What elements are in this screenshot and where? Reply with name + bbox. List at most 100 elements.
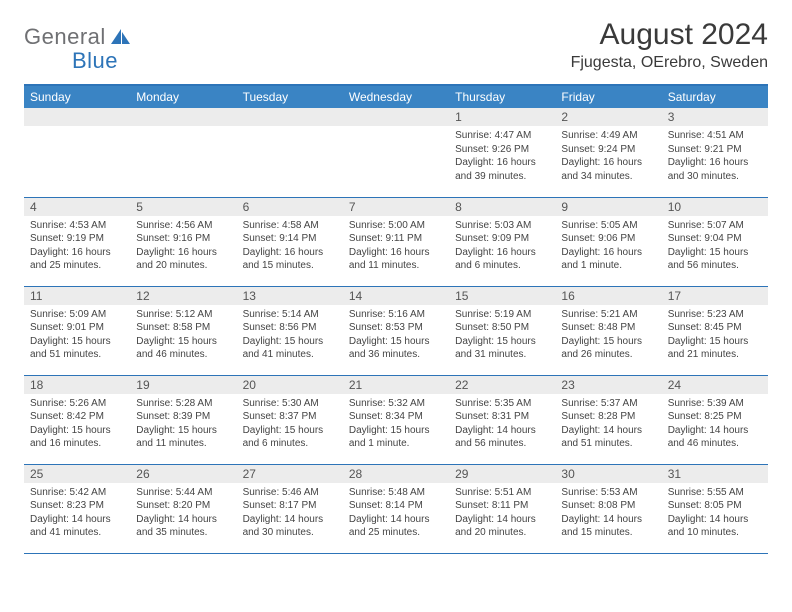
calendar-cell: 1Sunrise: 4:47 AMSunset: 9:26 PMDaylight… <box>449 108 555 197</box>
calendar-table: SundayMondayTuesdayWednesdayThursdayFrid… <box>24 84 768 554</box>
day-details: Sunrise: 5:03 AMSunset: 9:09 PMDaylight:… <box>449 216 555 279</box>
title-location: Fjugesta, OErebro, Sweden <box>571 54 768 72</box>
day-header: Thursday <box>449 85 555 108</box>
day-details: Sunrise: 5:16 AMSunset: 8:53 PMDaylight:… <box>343 305 449 368</box>
calendar-cell <box>237 108 343 197</box>
day-number: 27 <box>237 465 343 483</box>
day-number: 19 <box>130 376 236 394</box>
day-number: 31 <box>662 465 768 483</box>
calendar-cell: 28Sunrise: 5:48 AMSunset: 8:14 PMDayligh… <box>343 464 449 553</box>
day-number: 22 <box>449 376 555 394</box>
title-block: August 2024 Fjugesta, OErebro, Sweden <box>571 18 768 72</box>
calendar-cell: 24Sunrise: 5:39 AMSunset: 8:25 PMDayligh… <box>662 375 768 464</box>
calendar-week: 25Sunrise: 5:42 AMSunset: 8:23 PMDayligh… <box>24 464 768 553</box>
calendar-body: 1Sunrise: 4:47 AMSunset: 9:26 PMDaylight… <box>24 108 768 553</box>
day-details: Sunrise: 4:49 AMSunset: 9:24 PMDaylight:… <box>555 126 661 189</box>
day-details: Sunrise: 5:39 AMSunset: 8:25 PMDaylight:… <box>662 394 768 457</box>
day-details: Sunrise: 5:37 AMSunset: 8:28 PMDaylight:… <box>555 394 661 457</box>
day-details: Sunrise: 5:44 AMSunset: 8:20 PMDaylight:… <box>130 483 236 546</box>
day-number: 3 <box>662 108 768 126</box>
day-number: 5 <box>130 198 236 216</box>
calendar-cell: 13Sunrise: 5:14 AMSunset: 8:56 PMDayligh… <box>237 286 343 375</box>
day-number: 18 <box>24 376 130 394</box>
day-details: Sunrise: 5:09 AMSunset: 9:01 PMDaylight:… <box>24 305 130 368</box>
day-details: Sunrise: 5:32 AMSunset: 8:34 PMDaylight:… <box>343 394 449 457</box>
day-header: Friday <box>555 85 661 108</box>
calendar-cell: 9Sunrise: 5:05 AMSunset: 9:06 PMDaylight… <box>555 197 661 286</box>
day-number: 29 <box>449 465 555 483</box>
calendar-week: 18Sunrise: 5:26 AMSunset: 8:42 PMDayligh… <box>24 375 768 464</box>
day-number: 30 <box>555 465 661 483</box>
calendar-cell: 7Sunrise: 5:00 AMSunset: 9:11 PMDaylight… <box>343 197 449 286</box>
day-number: 20 <box>237 376 343 394</box>
day-number <box>343 108 449 126</box>
calendar-page: General Blue August 2024 Fjugesta, OEreb… <box>0 0 792 572</box>
calendar-week: 11Sunrise: 5:09 AMSunset: 9:01 PMDayligh… <box>24 286 768 375</box>
calendar-cell <box>343 108 449 197</box>
day-details: Sunrise: 5:21 AMSunset: 8:48 PMDaylight:… <box>555 305 661 368</box>
calendar-cell: 17Sunrise: 5:23 AMSunset: 8:45 PMDayligh… <box>662 286 768 375</box>
day-number: 10 <box>662 198 768 216</box>
calendar-cell: 30Sunrise: 5:53 AMSunset: 8:08 PMDayligh… <box>555 464 661 553</box>
calendar-cell: 10Sunrise: 5:07 AMSunset: 9:04 PMDayligh… <box>662 197 768 286</box>
calendar-cell: 3Sunrise: 4:51 AMSunset: 9:21 PMDaylight… <box>662 108 768 197</box>
calendar-cell: 2Sunrise: 4:49 AMSunset: 9:24 PMDaylight… <box>555 108 661 197</box>
calendar-cell: 27Sunrise: 5:46 AMSunset: 8:17 PMDayligh… <box>237 464 343 553</box>
calendar-cell: 5Sunrise: 4:56 AMSunset: 9:16 PMDaylight… <box>130 197 236 286</box>
day-details: Sunrise: 5:23 AMSunset: 8:45 PMDaylight:… <box>662 305 768 368</box>
day-details: Sunrise: 4:47 AMSunset: 9:26 PMDaylight:… <box>449 126 555 189</box>
title-month: August 2024 <box>571 18 768 52</box>
day-details: Sunrise: 5:46 AMSunset: 8:17 PMDaylight:… <box>237 483 343 546</box>
day-details: Sunrise: 5:35 AMSunset: 8:31 PMDaylight:… <box>449 394 555 457</box>
day-number: 7 <box>343 198 449 216</box>
day-details: Sunrise: 5:30 AMSunset: 8:37 PMDaylight:… <box>237 394 343 457</box>
day-details: Sunrise: 4:58 AMSunset: 9:14 PMDaylight:… <box>237 216 343 279</box>
logo-sail-icon <box>110 28 132 46</box>
day-number: 23 <box>555 376 661 394</box>
day-number: 25 <box>24 465 130 483</box>
day-details: Sunrise: 5:19 AMSunset: 8:50 PMDaylight:… <box>449 305 555 368</box>
day-details: Sunrise: 5:07 AMSunset: 9:04 PMDaylight:… <box>662 216 768 279</box>
day-number <box>24 108 130 126</box>
logo-text-blue: Blue <box>72 48 118 74</box>
day-details: Sunrise: 5:53 AMSunset: 8:08 PMDaylight:… <box>555 483 661 546</box>
header: General Blue August 2024 Fjugesta, OEreb… <box>24 18 768 74</box>
day-number: 4 <box>24 198 130 216</box>
day-number: 12 <box>130 287 236 305</box>
logo-text-general: General <box>24 24 106 50</box>
calendar-head: SundayMondayTuesdayWednesdayThursdayFrid… <box>24 85 768 108</box>
day-header: Wednesday <box>343 85 449 108</box>
calendar-cell: 14Sunrise: 5:16 AMSunset: 8:53 PMDayligh… <box>343 286 449 375</box>
day-number: 6 <box>237 198 343 216</box>
day-details: Sunrise: 5:26 AMSunset: 8:42 PMDaylight:… <box>24 394 130 457</box>
calendar-cell: 23Sunrise: 5:37 AMSunset: 8:28 PMDayligh… <box>555 375 661 464</box>
calendar-cell: 19Sunrise: 5:28 AMSunset: 8:39 PMDayligh… <box>130 375 236 464</box>
day-number: 17 <box>662 287 768 305</box>
day-number: 8 <box>449 198 555 216</box>
day-number: 15 <box>449 287 555 305</box>
day-number: 11 <box>24 287 130 305</box>
calendar-cell: 25Sunrise: 5:42 AMSunset: 8:23 PMDayligh… <box>24 464 130 553</box>
day-header: Saturday <box>662 85 768 108</box>
calendar-cell: 4Sunrise: 4:53 AMSunset: 9:19 PMDaylight… <box>24 197 130 286</box>
day-details: Sunrise: 4:56 AMSunset: 9:16 PMDaylight:… <box>130 216 236 279</box>
calendar-cell: 8Sunrise: 5:03 AMSunset: 9:09 PMDaylight… <box>449 197 555 286</box>
day-details: Sunrise: 4:53 AMSunset: 9:19 PMDaylight:… <box>24 216 130 279</box>
calendar-cell: 18Sunrise: 5:26 AMSunset: 8:42 PMDayligh… <box>24 375 130 464</box>
calendar-cell: 6Sunrise: 4:58 AMSunset: 9:14 PMDaylight… <box>237 197 343 286</box>
day-number: 14 <box>343 287 449 305</box>
day-header: Sunday <box>24 85 130 108</box>
calendar-cell: 31Sunrise: 5:55 AMSunset: 8:05 PMDayligh… <box>662 464 768 553</box>
calendar-cell: 29Sunrise: 5:51 AMSunset: 8:11 PMDayligh… <box>449 464 555 553</box>
day-number: 21 <box>343 376 449 394</box>
day-details: Sunrise: 5:55 AMSunset: 8:05 PMDaylight:… <box>662 483 768 546</box>
day-number: 16 <box>555 287 661 305</box>
day-number <box>130 108 236 126</box>
calendar-week: 1Sunrise: 4:47 AMSunset: 9:26 PMDaylight… <box>24 108 768 197</box>
calendar-week: 4Sunrise: 4:53 AMSunset: 9:19 PMDaylight… <box>24 197 768 286</box>
day-number: 1 <box>449 108 555 126</box>
day-number: 9 <box>555 198 661 216</box>
calendar-cell: 26Sunrise: 5:44 AMSunset: 8:20 PMDayligh… <box>130 464 236 553</box>
day-number: 26 <box>130 465 236 483</box>
calendar-cell: 20Sunrise: 5:30 AMSunset: 8:37 PMDayligh… <box>237 375 343 464</box>
